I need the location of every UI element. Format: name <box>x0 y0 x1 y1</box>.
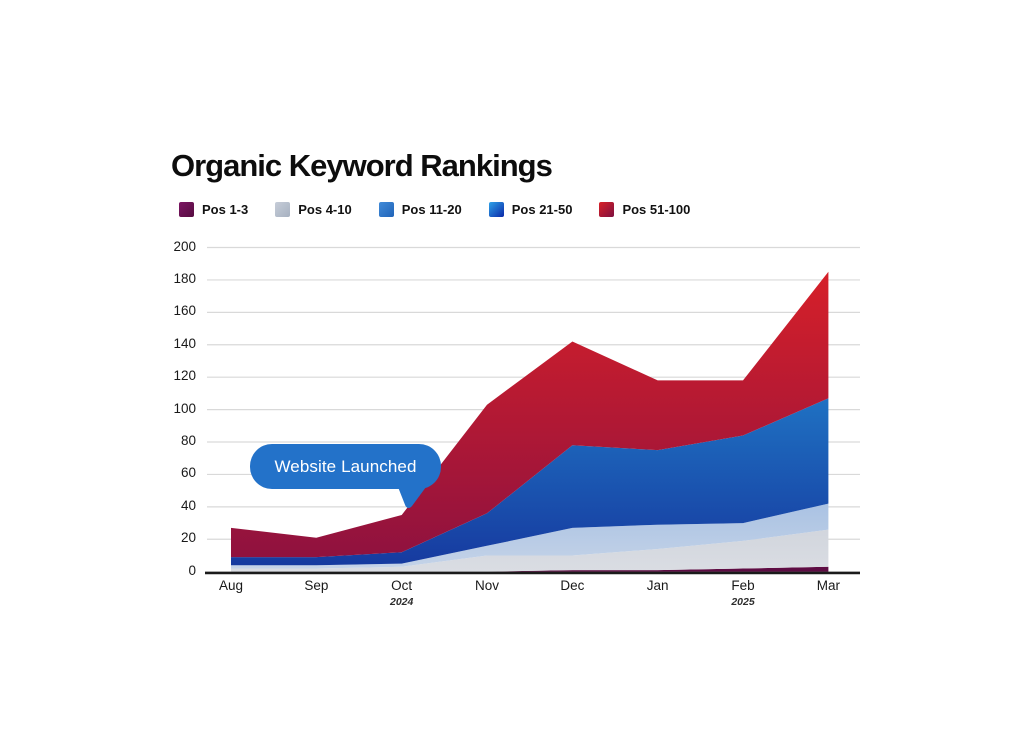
legend-label: Pos 21-50 <box>511 202 573 217</box>
legend-label: Pos 4-10 <box>298 202 352 217</box>
legend-item-pos-21-50[interactable]: Pos 21-50 <box>488 202 573 217</box>
legend-item-pos-1-3[interactable]: Pos 1-3 <box>179 202 248 217</box>
y-axis-label-80: 80 <box>180 433 196 449</box>
chart-title: Organic Keyword Rankings <box>171 148 553 183</box>
y-axis-label-60: 60 <box>180 465 196 481</box>
area-pos-51-100 <box>231 271 829 558</box>
y-axis-label-20: 20 <box>180 530 196 546</box>
x-axis-label-oct: Oct <box>391 578 413 593</box>
y-axis-label-160: 160 <box>173 303 196 319</box>
y-axis-label-200: 200 <box>173 238 196 254</box>
y-axis-label-40: 40 <box>180 497 196 513</box>
annotation-label: Website Launched <box>274 456 417 476</box>
y-axis-label-180: 180 <box>173 270 196 286</box>
y-axis-label-100: 100 <box>173 400 196 416</box>
y-axis-label-140: 140 <box>173 335 196 351</box>
area-pos-11-20 <box>231 503 829 569</box>
y-axis-label-120: 120 <box>173 368 196 384</box>
legend-label: Pos 11-20 <box>401 202 462 217</box>
legend: Pos 1-3 Pos 4-10 Pos 11-20 Pos 21-50 Pos 51-… <box>179 202 690 217</box>
legend-swatch-pos-51-100 <box>599 202 615 217</box>
legend-item-pos-11-20[interactable]: Pos 11-20 <box>378 202 462 217</box>
legend-label: Pos 1-3 <box>202 202 249 217</box>
x-axis-label-jan: Jan <box>646 578 669 593</box>
x-axis-label-sep: Sep <box>304 578 329 593</box>
x-axis-label-feb: Feb <box>731 578 755 593</box>
annotation-website-launched: Website Launched <box>250 444 441 508</box>
legend-swatch-pos-21-50 <box>488 202 504 217</box>
x-axis-sublabel-2024: 2024 <box>389 596 414 608</box>
y-axis-label-0: 0 <box>188 562 196 578</box>
legend-item-pos-51-100[interactable]: Pos 51-100 <box>599 202 690 217</box>
legend-label: Pos 51-100 <box>622 202 691 217</box>
x-axis-sublabel-2025: 2025 <box>731 596 755 608</box>
area-pos-1-3 <box>231 566 829 572</box>
x-axis-label-nov: Nov <box>475 578 500 593</box>
x-axis-label-dec: Dec <box>560 578 585 593</box>
legend-swatch-pos-4-10 <box>275 202 291 217</box>
legend-swatch-pos-1-3 <box>179 202 194 217</box>
legend-swatch-pos-11-20 <box>378 202 394 217</box>
x-axis-label-aug: Aug <box>218 578 244 593</box>
x-axis-label-mar: Mar <box>816 578 840 593</box>
area-pos-21-50 <box>231 398 829 566</box>
area-pos-4-10 <box>231 529 829 572</box>
legend-item-pos-4-10[interactable]: Pos 4-10 <box>275 202 352 217</box>
annotation-tail <box>398 487 426 508</box>
